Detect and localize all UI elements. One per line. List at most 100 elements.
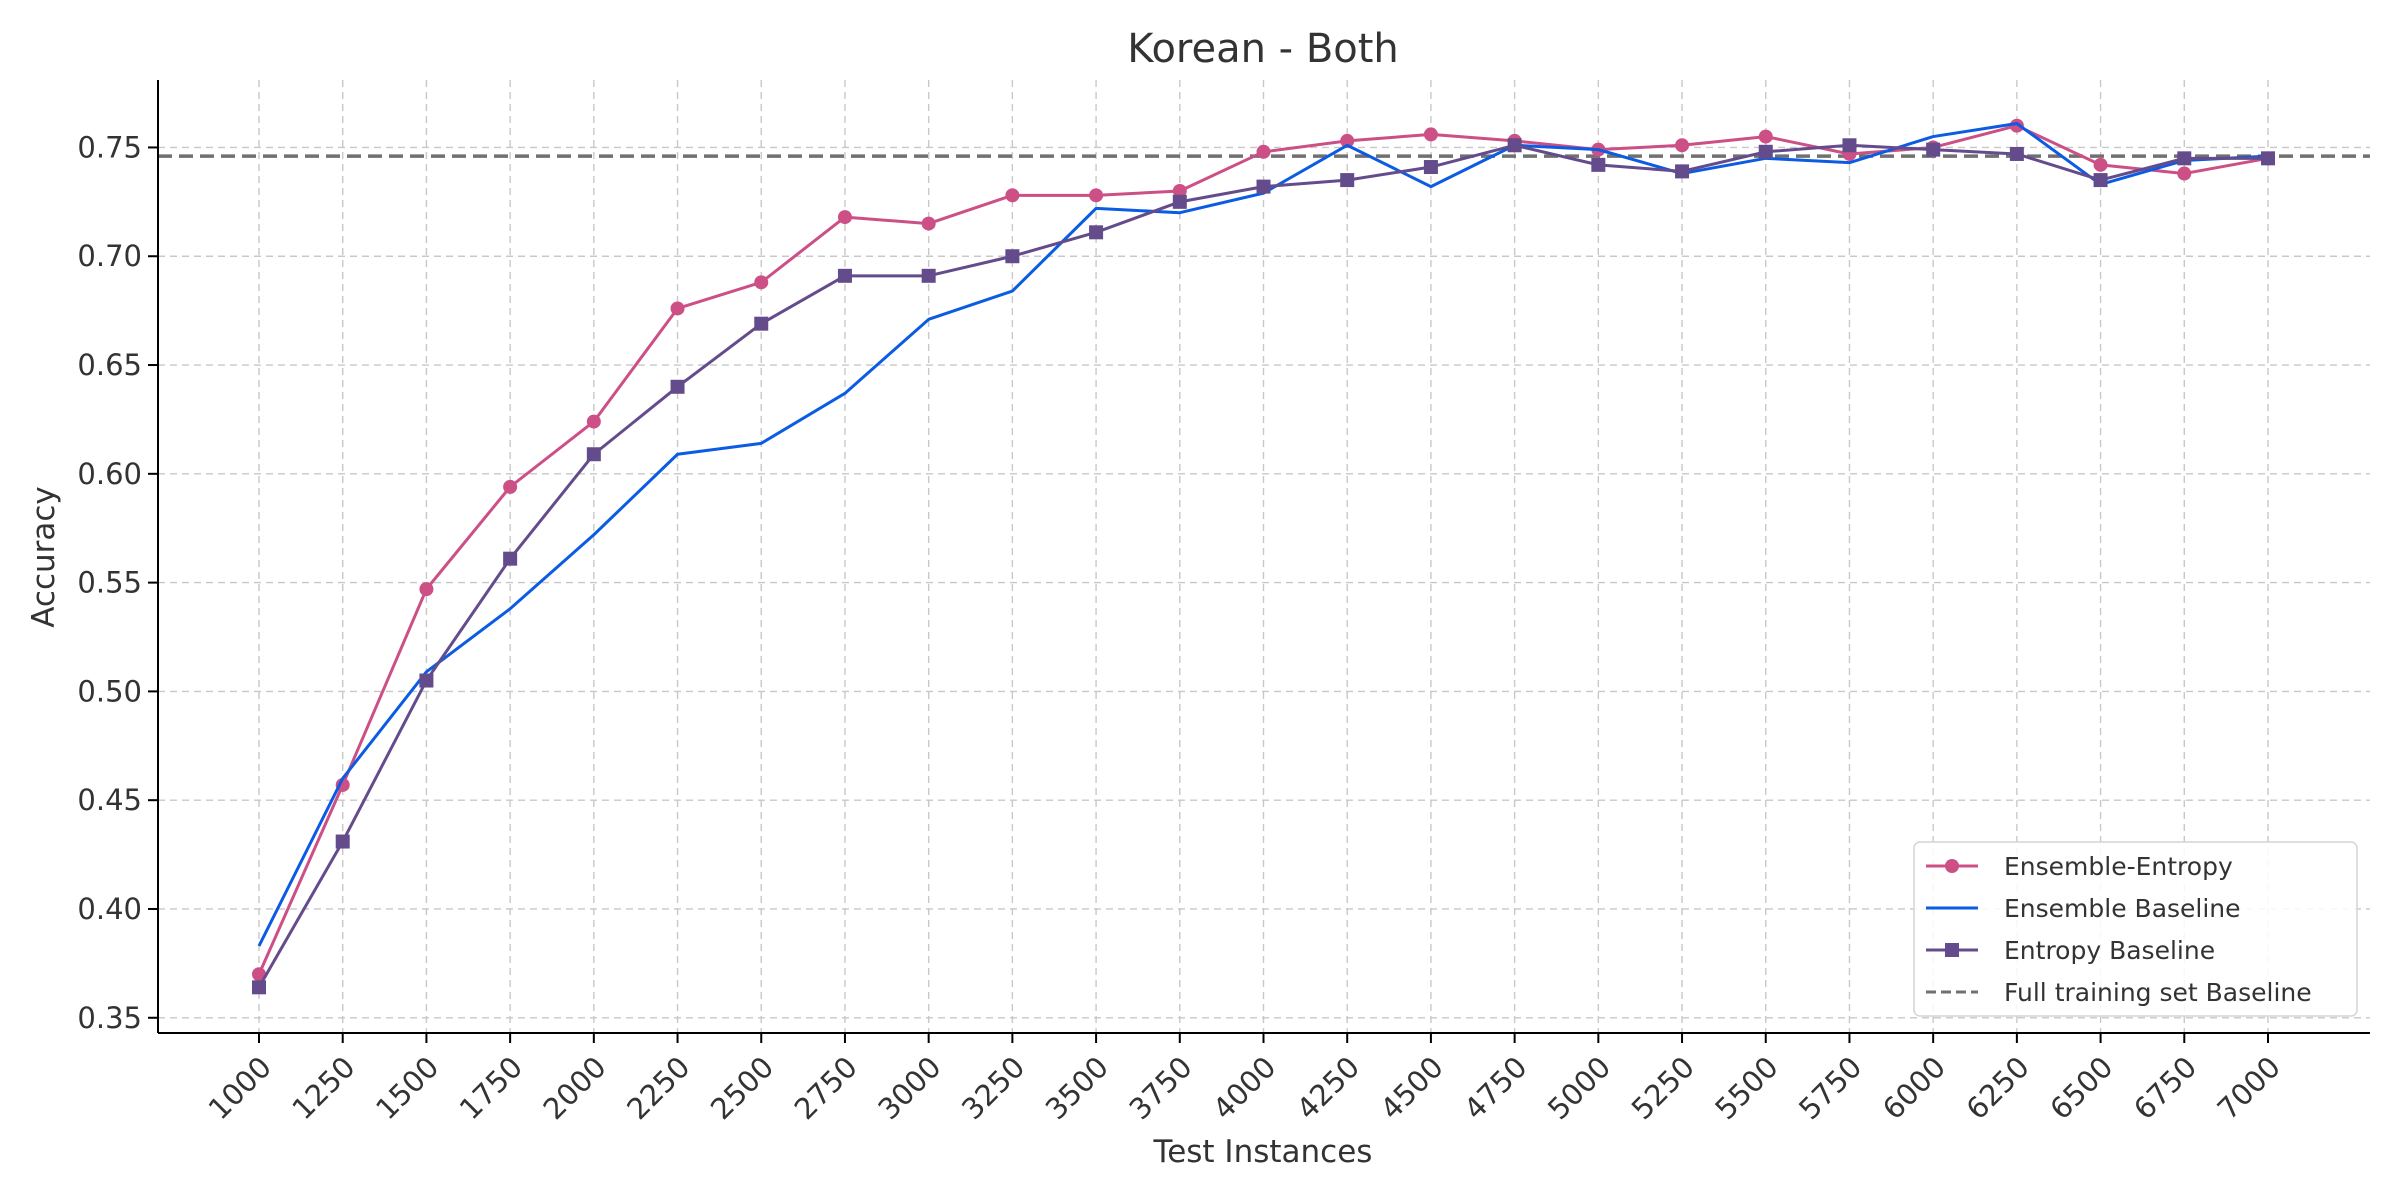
legend-label: Ensemble-Entropy <box>2004 852 2233 881</box>
data-point <box>503 551 518 566</box>
data-point <box>1423 160 1438 175</box>
data-point <box>2261 151 2275 166</box>
legend-label: Entropy Baseline <box>2004 936 2215 965</box>
x-tick-label: 3000 <box>871 1050 947 1126</box>
legend-marker <box>1945 859 1959 873</box>
x-tick-label: 6750 <box>2127 1050 2203 1126</box>
chart-title: Korean - Both <box>1127 26 1399 72</box>
x-tick-label: 1000 <box>202 1050 278 1126</box>
x-tick-label: 3750 <box>1123 1050 1199 1126</box>
x-tick-label: 6250 <box>1960 1050 2036 1126</box>
y-tick-label: 0.40 <box>77 892 142 926</box>
data-point <box>419 673 434 688</box>
data-point <box>754 275 769 290</box>
x-tick-label: 2250 <box>620 1050 696 1126</box>
x-tick-label: 3500 <box>1039 1050 1115 1126</box>
data-point <box>586 414 601 429</box>
data-point <box>1675 138 1690 153</box>
data-point <box>1507 138 1522 153</box>
data-point <box>921 268 936 283</box>
x-tick-label: 4000 <box>1206 1050 1282 1126</box>
data-point <box>1089 225 1104 240</box>
data-point <box>1005 188 1020 203</box>
data-point <box>586 447 601 462</box>
x-axis-label: Test Instances <box>1153 1134 1373 1170</box>
data-point <box>2177 151 2192 166</box>
data-point <box>670 301 685 316</box>
y-tick-label: 0.75 <box>77 130 142 164</box>
legend-entry: Ensemble Baseline <box>1926 894 2241 923</box>
data-point <box>1256 144 1271 159</box>
data-point <box>1842 138 1857 153</box>
x-tick-label: 2000 <box>537 1050 613 1126</box>
x-tick-label: 6000 <box>1876 1050 1952 1126</box>
x-tick-label: 1750 <box>453 1050 529 1126</box>
data-point <box>1340 173 1355 188</box>
legend-label: Ensemble Baseline <box>2004 894 2241 923</box>
x-tick-label: 6500 <box>2043 1050 2119 1126</box>
data-point <box>252 967 266 982</box>
y-tick-label: 0.45 <box>77 783 142 817</box>
x-ticks: 1000 1250 1500 1750 2000 2250 2500 2750 3000 3250… <box>202 1033 2287 1126</box>
y-axis-label: Accuracy <box>26 486 62 628</box>
data-point <box>335 834 350 849</box>
data-point <box>1340 133 1355 148</box>
x-tick-label: 2750 <box>788 1050 864 1126</box>
data-point <box>1926 142 1941 157</box>
data-point <box>1172 194 1187 209</box>
x-tick-label: 5250 <box>1625 1050 1701 1126</box>
y-tick-label: 0.35 <box>77 1001 142 1035</box>
data-point <box>754 316 769 331</box>
data-point <box>1005 249 1020 264</box>
data-point <box>921 216 936 231</box>
data-point <box>1591 157 1606 172</box>
x-tick-label: 4750 <box>1457 1050 1533 1126</box>
data-point <box>2177 166 2192 181</box>
x-tick-label: 4500 <box>1374 1050 1450 1126</box>
data-point <box>1172 183 1187 198</box>
series-ensemble-baseline <box>257 122 2269 947</box>
x-tick-label: 1500 <box>369 1050 445 1126</box>
x-tick-label: 1250 <box>285 1050 361 1126</box>
legend-entry: Ensemble-Entropy <box>1926 852 2233 881</box>
x-tick-label: 7000 <box>2211 1050 2287 1126</box>
x-tick-label: 2500 <box>704 1050 780 1126</box>
y-tick-label: 0.65 <box>77 348 142 382</box>
data-point <box>252 980 266 995</box>
data-point <box>2009 118 2024 133</box>
data-point <box>419 582 434 597</box>
y-tick-label: 0.60 <box>77 457 142 491</box>
series-entropy-baseline <box>252 138 2275 995</box>
legend-entry: Full training set Baseline <box>1926 978 2312 1007</box>
data-point <box>1758 129 1773 144</box>
y-tick-label: 0.50 <box>77 674 142 708</box>
series-line <box>257 122 2269 947</box>
series-layer <box>252 118 2275 995</box>
data-point <box>1675 164 1690 179</box>
legend-box <box>1913 841 2358 1017</box>
data-point <box>503 479 518 494</box>
data-point <box>2009 146 2024 161</box>
y-ticks: 0.35 0.40 0.45 0.50 0.55 0.60 0.65 0.70 0.75 <box>77 130 158 1035</box>
legend: Ensemble-Entropy Ensemble Baseline Entropy… <box>1913 841 2358 1017</box>
x-tick-label: 5500 <box>1708 1050 1784 1126</box>
data-point <box>2093 157 2108 172</box>
y-tick-label: 0.55 <box>77 566 142 600</box>
data-point <box>1256 179 1271 194</box>
legend-entry: Entropy Baseline <box>1926 936 2215 965</box>
x-tick-label: 5750 <box>1792 1050 1868 1126</box>
y-tick-label: 0.70 <box>77 239 142 273</box>
x-tick-label: 3250 <box>955 1050 1031 1126</box>
legend-label: Full training set Baseline <box>2004 978 2312 1007</box>
data-point <box>2093 173 2108 188</box>
data-point <box>670 379 685 394</box>
legend-marker <box>1945 943 1959 957</box>
data-point <box>837 210 852 225</box>
data-point <box>1089 188 1104 203</box>
data-point <box>1423 127 1438 142</box>
x-tick-label: 4250 <box>1290 1050 1366 1126</box>
data-point <box>837 268 852 283</box>
data-point <box>1758 144 1773 159</box>
x-tick-label: 5000 <box>1541 1050 1617 1126</box>
